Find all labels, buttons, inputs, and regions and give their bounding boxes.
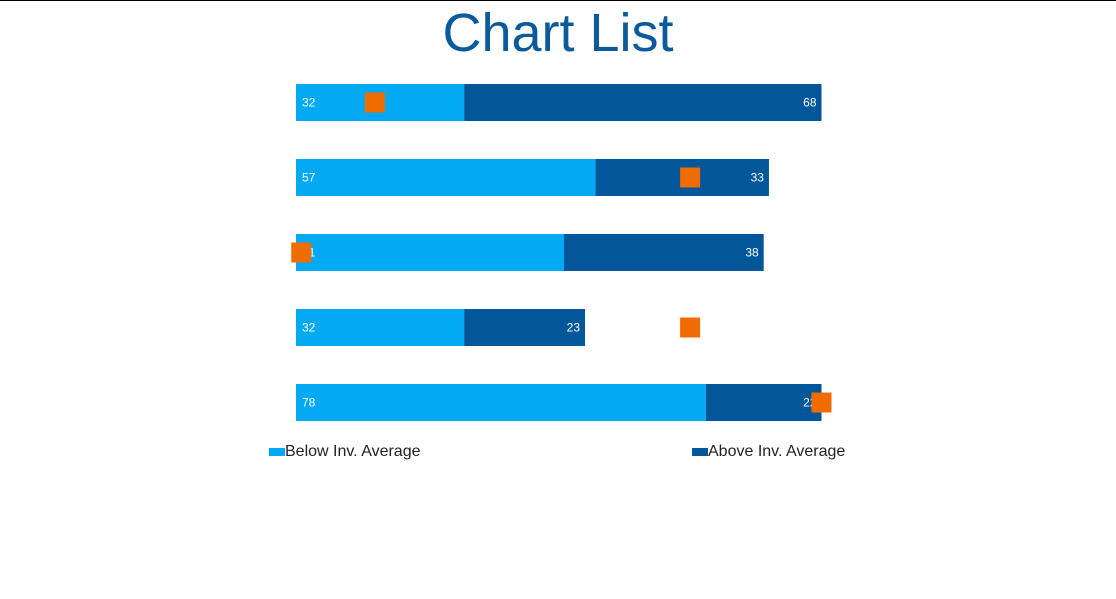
legend-label-below: Below Inv. Average bbox=[285, 443, 421, 460]
legend-swatch-below bbox=[269, 448, 285, 456]
data-label-above-4: 23 bbox=[567, 321, 581, 335]
bar-above-4 bbox=[464, 309, 586, 346]
top-border bbox=[0, 0, 1116, 1]
data-label-above-1: 68 bbox=[803, 96, 817, 110]
bar-above-5 bbox=[705, 384, 822, 421]
legend-item-above: Above Inv. Average bbox=[692, 441, 845, 463]
bar-below-4 bbox=[296, 309, 465, 346]
data-label-below-2: 57 bbox=[302, 171, 316, 185]
bar-below-5 bbox=[296, 384, 706, 421]
marker-2 bbox=[680, 167, 701, 188]
data-label-below-4: 32 bbox=[302, 321, 316, 335]
legend-swatch-above bbox=[692, 448, 708, 456]
legend-label-above: Above Inv. Average bbox=[708, 443, 846, 460]
page-title: Chart List bbox=[442, 3, 674, 63]
marker-3 bbox=[291, 242, 312, 263]
bar-below-2 bbox=[296, 159, 596, 196]
marker-5 bbox=[811, 392, 832, 413]
bar-above-1 bbox=[464, 84, 822, 121]
marker-4 bbox=[680, 317, 701, 338]
data-label-above-2: 33 bbox=[751, 171, 765, 185]
bar-above-3 bbox=[564, 234, 764, 271]
data-label-below-1: 32 bbox=[302, 96, 316, 110]
bar-below-3 bbox=[296, 234, 565, 271]
legend-item-below: Below Inv. Average bbox=[269, 441, 421, 463]
marker-1 bbox=[364, 92, 385, 113]
data-label-above-3: 38 bbox=[745, 246, 759, 260]
data-label-below-5: 78 bbox=[302, 396, 316, 410]
